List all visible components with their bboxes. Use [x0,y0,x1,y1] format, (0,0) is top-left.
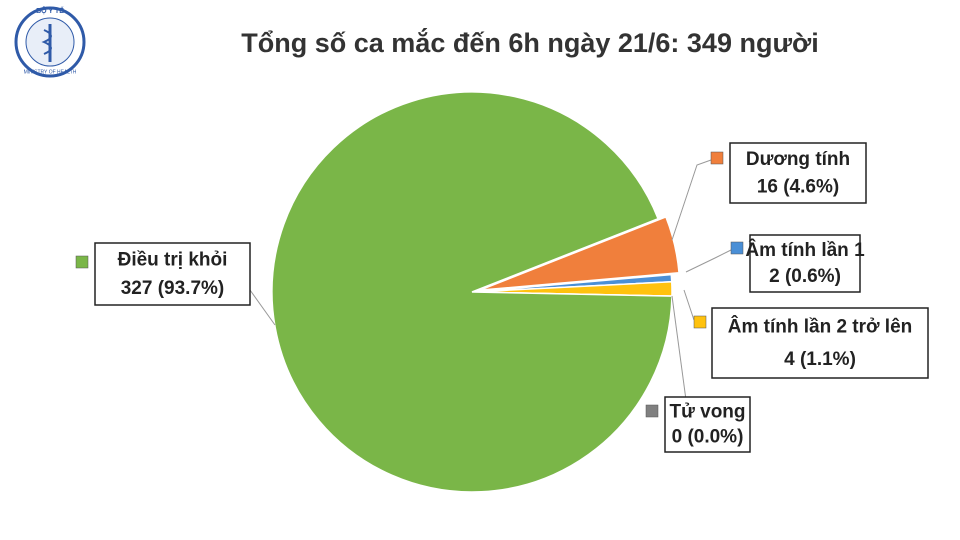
category-label: Âm tính lần 2 trở lên [728,316,913,338]
pie-slice [271,91,673,493]
label-box [729,142,867,204]
label-box [711,307,929,379]
pie-slice [479,215,680,291]
value-label: 327 (93.7%) [121,278,225,299]
leader-line [683,289,695,321]
legend-swatch [693,315,707,329]
logo-bottom-text: MINISTRY OF HEALTH [24,69,77,75]
logo: BỘ Y TẾ MINISTRY OF HEALTH [14,5,86,78]
category-label: Tử vong [669,401,745,422]
category-label: Âm tính lần 1 [745,239,865,261]
logo-snake [41,29,52,55]
label-box [749,234,861,293]
value-label: 16 (4.6%) [757,176,839,197]
leader-line [685,249,732,273]
category-label: Điều trị khỏi [118,249,228,270]
chart-title: Tổng số ca mắc đến 6h ngày 21/6: 349 ngư… [241,27,818,58]
label-box [94,242,251,306]
category-label: Dương tính [746,149,850,170]
legend-swatch [645,404,659,418]
value-label: 4 (1.1%) [784,349,856,370]
legend-swatch [75,255,89,269]
value-label: 0 (0.0%) [672,427,744,448]
leader-line [671,159,712,241]
legend-swatch [710,151,724,165]
legend-swatch [730,241,744,255]
logo-top-text: BỘ Y TẾ [36,5,64,15]
leader-line [249,289,276,326]
leader-line [671,295,687,401]
label-box [664,396,751,453]
value-label: 2 (0.6%) [769,266,841,287]
